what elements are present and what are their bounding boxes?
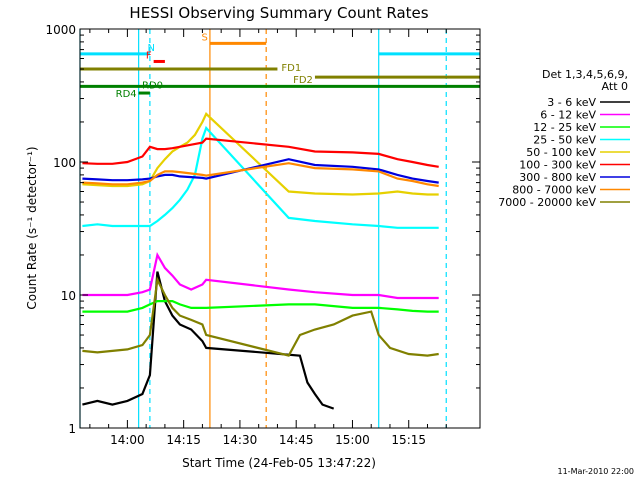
x-axis-label: Start Time (24-Feb-05 13:47:22): [182, 456, 376, 470]
legend-title: Det 1,3,4,5,6,9,: [542, 68, 628, 81]
series-line-5: [82, 137, 439, 168]
series-line-2: [82, 300, 439, 313]
x-tick-label-3: 14:45: [279, 433, 314, 447]
legend-label-1: 6 - 12 keV: [540, 109, 596, 122]
flag-label-fd2: FD2: [293, 75, 313, 86]
y-tick-label-0: 1: [68, 422, 76, 436]
legend-subtitle: Att 0: [602, 80, 628, 93]
legend-label-2: 12 - 25 keV: [533, 121, 596, 134]
series-lines: [82, 112, 439, 410]
series-line-0: [82, 271, 335, 410]
x-tick-label-4: 15:00: [335, 433, 370, 447]
time-markers: [79, 29, 447, 428]
flag-label-f: F: [146, 50, 152, 61]
chart-title: HESSI Observing Summary Count Rates: [129, 4, 428, 22]
legend-label-3: 25 - 50 keV: [533, 134, 596, 147]
legend-label-6: 300 - 800 keV: [519, 171, 596, 184]
x-tick-label-0: 14:00: [110, 433, 145, 447]
legend-label-5: 100 - 300 keV: [519, 159, 596, 172]
flag-label-n: N: [148, 43, 155, 54]
x-tick-label-1: 14:15: [166, 433, 201, 447]
x-tick-label-2: 14:30: [223, 433, 258, 447]
series-line-4: [82, 112, 439, 196]
generation-timestamp: 11-Mar-2010 22:00: [558, 467, 635, 476]
x-axis: 14:00 14:15 14:30 14:45 15:00 15:15: [89, 29, 447, 447]
series-line-7: [82, 162, 439, 188]
y-tick-label-1: 10: [61, 289, 76, 303]
series-line-8: [82, 276, 439, 357]
flag-label-s: S: [202, 32, 208, 43]
legend-label-7: 800 - 7000 keV: [512, 184, 596, 197]
x-tick-label-5: 15:15: [391, 433, 426, 447]
y-tick-label-3: 1000: [45, 23, 76, 37]
legend-label-4: 50 - 100 keV: [526, 146, 596, 159]
y-tick-label-2: 100: [53, 156, 76, 170]
series-line-1: [82, 251, 439, 300]
y-axis: 1 10 100 1000: [45, 23, 480, 436]
flag-label-fd1: FD1: [281, 63, 301, 74]
legend-label-8: 7000 - 20000 keV: [498, 196, 596, 209]
flag-label-rd4: RD4: [116, 89, 137, 100]
plot-frame: [79, 28, 481, 429]
series-line-6: [82, 158, 439, 184]
series-line-3: [82, 125, 439, 229]
y-axis-label: Count Rate (s⁻¹ detector⁻¹): [25, 146, 39, 309]
flag-label-rd0: RD0: [142, 80, 163, 91]
legend-label-0: 3 - 6 keV: [547, 96, 596, 109]
